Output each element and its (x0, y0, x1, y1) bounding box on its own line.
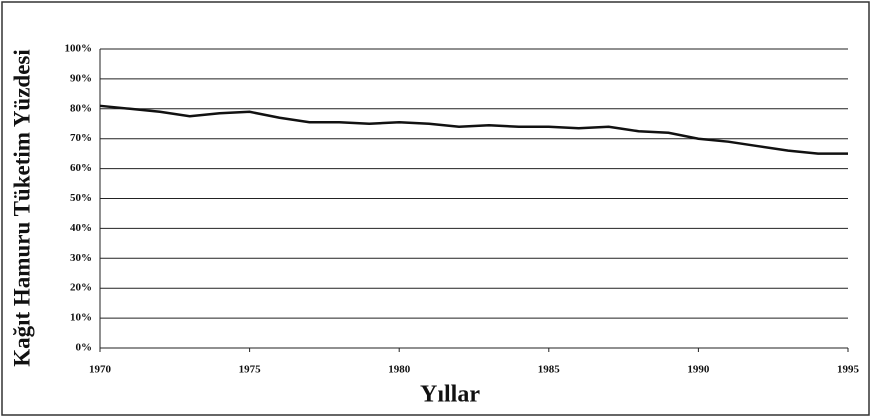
y-tick-label: 90% (70, 72, 92, 84)
y-tick-label: 100% (65, 43, 93, 55)
y-tick-label: 40% (70, 222, 92, 234)
y-axis-label: Kağıt Hamuru Tüketim Yüzdesi (9, 49, 34, 367)
y-tick-label: 80% (70, 102, 92, 114)
x-tick-label: 1970 (89, 364, 112, 376)
y-tick-label: 60% (70, 162, 92, 174)
x-axis-label: Yıllar (420, 382, 480, 408)
y-tick-label: 0% (76, 342, 93, 354)
x-tick-label: 1975 (239, 364, 262, 376)
y-tick-label: 70% (70, 132, 92, 144)
y-tick-label: 20% (70, 282, 92, 294)
x-tick-label: 1990 (687, 364, 710, 376)
y-tick-label: 10% (70, 312, 92, 324)
x-tick-label: 1980 (388, 364, 411, 376)
x-tick-label: 1995 (837, 364, 860, 376)
y-tick-label: 30% (70, 252, 92, 264)
y-tick-label: 50% (70, 192, 92, 204)
data-line (99, 104, 848, 155)
x-tick-label: 1985 (538, 364, 561, 376)
